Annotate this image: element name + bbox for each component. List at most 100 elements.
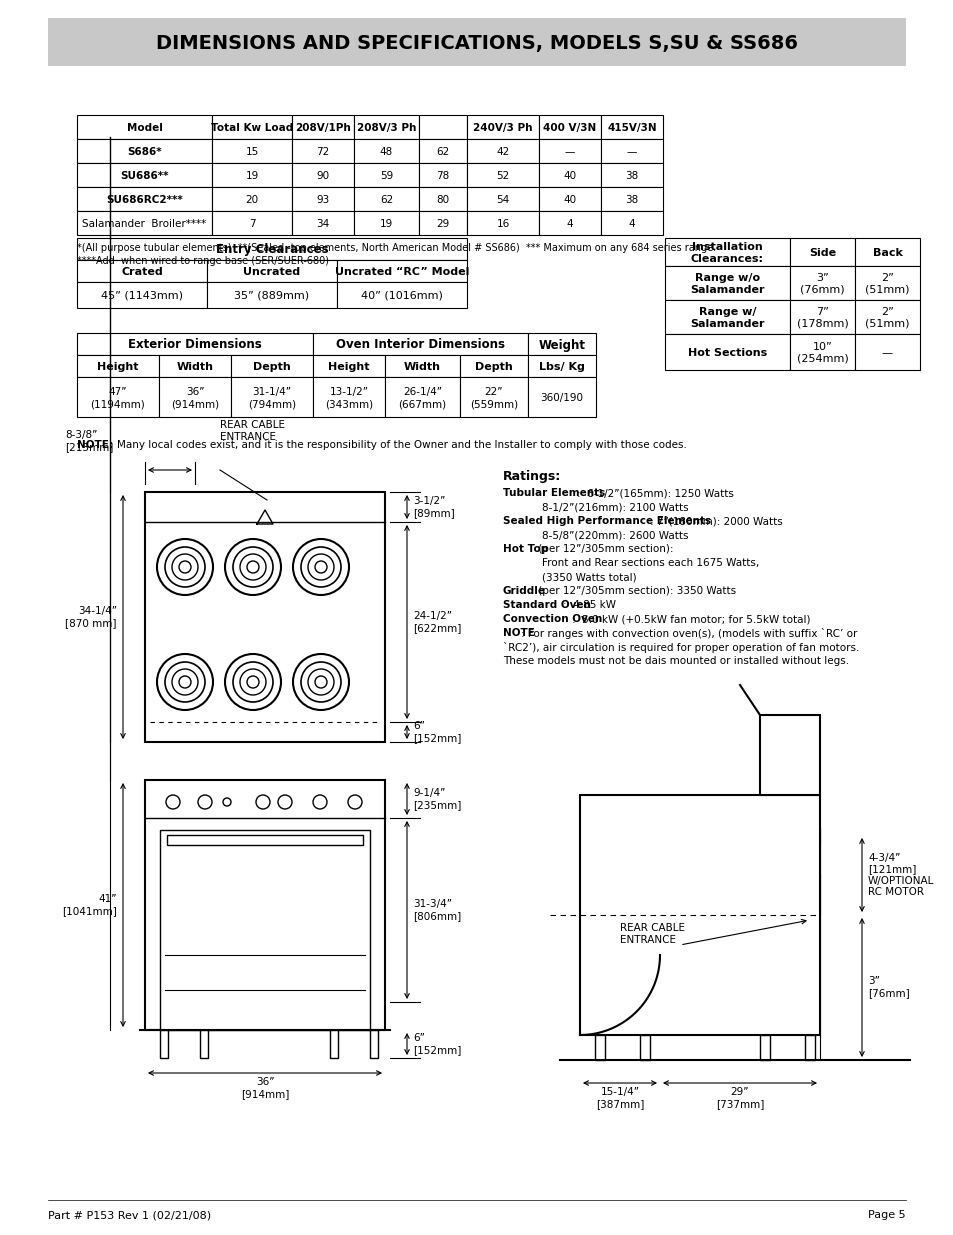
Bar	[77, 115, 212, 140]
Bar	[77, 211, 212, 235]
Bar	[212, 163, 292, 186]
Text: 8-5/8”(220mm): 2600 Watts: 8-5/8”(220mm): 2600 Watts	[502, 530, 688, 540]
Text: *(All purpose tubular elements)  **(Sealed -top elements, North American Model #: *(All purpose tubular elements) **(Seale…	[77, 243, 716, 253]
Text: : For ranges with convection oven(s), (models with suffix `RC’ or: : For ranges with convection oven(s), (m…	[521, 629, 857, 638]
Bar	[159, 354, 231, 377]
Bar	[231, 377, 313, 417]
Text: Weight: Weight	[537, 338, 585, 352]
Text: Many local codes exist, and it is the responsibility of the Owner and the Instal: Many local codes exist, and it is the re…	[117, 440, 686, 450]
Text: Installation
Clearances:: Installation Clearances:	[690, 242, 763, 264]
Text: Hot Sections: Hot Sections	[687, 348, 766, 358]
Text: REAR CABLE
ENTRANCE: REAR CABLE ENTRANCE	[619, 923, 684, 945]
Bar	[77, 377, 159, 417]
Text: Tubular Elements: Tubular Elements	[502, 488, 604, 498]
Text: 4: 4	[628, 219, 635, 228]
Text: 24-1/2”
[622mm]: 24-1/2” [622mm]	[413, 611, 461, 632]
Text: 2”
(51mm): 2” (51mm)	[864, 273, 909, 295]
Bar	[854, 333, 919, 370]
Text: 3”
(76mm): 3” (76mm)	[800, 273, 844, 295]
Text: 400 V/3N: 400 V/3N	[543, 124, 596, 133]
Bar	[385, 377, 459, 417]
Bar	[664, 238, 789, 266]
Text: —: —	[626, 147, 637, 157]
Bar	[77, 333, 313, 354]
Text: 208V/3 Ph: 208V/3 Ph	[356, 124, 416, 133]
Bar	[639, 1035, 649, 1060]
Text: :  6-1/2”(165mm): 1250 Watts: : 6-1/2”(165mm): 1250 Watts	[576, 488, 733, 498]
Text: 47”
(1194mm): 47” (1194mm)	[91, 387, 145, 409]
Text: 7: 7	[249, 219, 255, 228]
Text: 6”
[152mm]: 6” [152mm]	[413, 721, 461, 742]
Text: 16: 16	[496, 219, 509, 228]
Bar	[600, 186, 662, 211]
Text: Crated: Crated	[121, 267, 163, 277]
Text: Depth: Depth	[475, 362, 513, 372]
Bar	[160, 1030, 168, 1058]
Text: (per 12”/305mm section): 3350 Watts: (per 12”/305mm section): 3350 Watts	[535, 585, 736, 597]
Bar	[538, 211, 600, 235]
Text: Ratings:: Ratings:	[502, 471, 560, 483]
Text: Depth: Depth	[253, 362, 291, 372]
Bar	[760, 1035, 769, 1060]
Text: Range w/
Salamander: Range w/ Salamander	[690, 308, 764, 329]
Text: 15: 15	[245, 147, 258, 157]
Bar	[77, 186, 212, 211]
Text: (3350 Watts total): (3350 Watts total)	[502, 572, 636, 582]
Text: :  5.0 kW (+0.5kW fan motor; for 5.5kW total): : 5.0 kW (+0.5kW fan motor; for 5.5kW to…	[572, 614, 810, 624]
Text: : 7”(180mm): 2000 Watts: : 7”(180mm): 2000 Watts	[650, 516, 782, 526]
Bar	[664, 266, 789, 300]
Bar	[200, 1030, 208, 1058]
Bar	[538, 140, 600, 163]
Text: Oven Interior Dimensions: Oven Interior Dimensions	[335, 338, 504, 352]
Text: 93: 93	[316, 195, 330, 205]
Text: 3”
[76mm]: 3” [76mm]	[867, 976, 909, 998]
Bar	[538, 115, 600, 140]
Text: 29: 29	[436, 219, 449, 228]
Text: 208V/1Ph: 208V/1Ph	[294, 124, 351, 133]
Bar	[212, 140, 292, 163]
Bar	[207, 282, 336, 308]
Text: 34-1/4”
[870 mm]: 34-1/4” [870 mm]	[66, 606, 117, 627]
Text: Model: Model	[127, 124, 162, 133]
Text: Exterior Dimensions: Exterior Dimensions	[128, 338, 262, 352]
Bar	[77, 238, 467, 261]
Text: 22”
(559mm): 22” (559mm)	[470, 387, 517, 409]
Bar	[418, 163, 467, 186]
Bar	[467, 140, 538, 163]
Text: Hot Top: Hot Top	[502, 543, 548, 555]
Bar	[48, 19, 905, 65]
Bar	[527, 377, 596, 417]
Bar	[467, 211, 538, 235]
Text: Back: Back	[872, 248, 902, 258]
Bar	[145, 781, 385, 1030]
Bar	[77, 354, 159, 377]
Bar	[77, 163, 212, 186]
Text: 72: 72	[316, 147, 330, 157]
Text: Total Kw Load: Total Kw Load	[211, 124, 293, 133]
Bar	[600, 140, 662, 163]
Text: SU686RC2***: SU686RC2***	[106, 195, 183, 205]
Text: Lbs/ Kg: Lbs/ Kg	[538, 362, 584, 372]
Text: 48: 48	[379, 147, 393, 157]
Bar	[538, 163, 600, 186]
Text: 415V/3N: 415V/3N	[606, 124, 656, 133]
Text: 6”
[152mm]: 6” [152mm]	[413, 1034, 461, 1055]
Bar	[313, 333, 527, 354]
Text: 42: 42	[496, 147, 509, 157]
Text: 31-1/4”
(794mm): 31-1/4” (794mm)	[248, 387, 295, 409]
Text: 35” (889mm): 35” (889mm)	[234, 291, 309, 301]
Bar	[212, 115, 292, 140]
Text: 40: 40	[563, 195, 576, 205]
Text: REAR CABLE
ENTRANCE: REAR CABLE ENTRANCE	[220, 420, 285, 442]
Text: Height: Height	[97, 362, 138, 372]
Text: 34: 34	[316, 219, 330, 228]
Text: Standard Oven: Standard Oven	[502, 600, 590, 610]
Bar	[418, 211, 467, 235]
Text: 2”
(51mm): 2” (51mm)	[864, 308, 909, 329]
Bar	[789, 238, 854, 266]
Text: 19: 19	[379, 219, 393, 228]
Text: DIMENSIONS AND SPECIFICATIONS, MODELS S,SU & SS686: DIMENSIONS AND SPECIFICATIONS, MODELS S,…	[156, 35, 797, 53]
Bar	[385, 354, 459, 377]
Text: 10”
(254mm): 10” (254mm)	[796, 342, 847, 364]
Text: Uncrated: Uncrated	[243, 267, 300, 277]
